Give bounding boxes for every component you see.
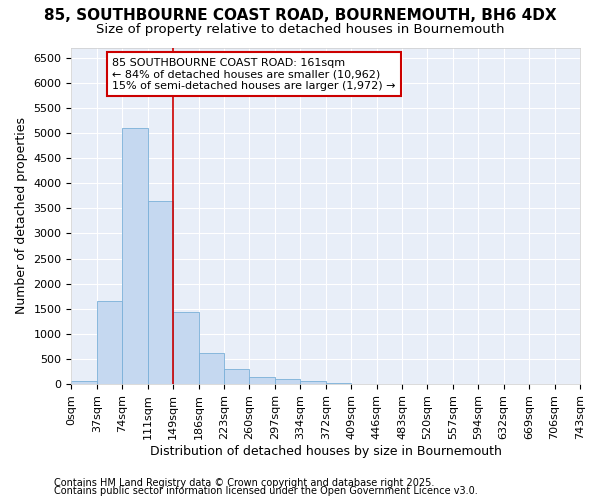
Text: Contains HM Land Registry data © Crown copyright and database right 2025.: Contains HM Land Registry data © Crown c…	[54, 478, 434, 488]
Bar	[275, 378, 300, 384]
Y-axis label: Number of detached properties: Number of detached properties	[15, 118, 28, 314]
Bar	[199, 353, 224, 384]
Bar	[122, 128, 148, 384]
Bar	[97, 301, 122, 384]
Bar	[224, 368, 250, 384]
Bar	[148, 200, 173, 384]
X-axis label: Distribution of detached houses by size in Bournemouth: Distribution of detached houses by size …	[150, 444, 502, 458]
Bar	[300, 381, 326, 384]
Bar	[173, 312, 199, 384]
Bar	[71, 381, 97, 384]
Text: 85 SOUTHBOURNE COAST ROAD: 161sqm
← 84% of detached houses are smaller (10,962)
: 85 SOUTHBOURNE COAST ROAD: 161sqm ← 84% …	[112, 58, 395, 91]
Text: 85, SOUTHBOURNE COAST ROAD, BOURNEMOUTH, BH6 4DX: 85, SOUTHBOURNE COAST ROAD, BOURNEMOUTH,…	[44, 8, 556, 22]
Text: Contains public sector information licensed under the Open Government Licence v3: Contains public sector information licen…	[54, 486, 478, 496]
Text: Size of property relative to detached houses in Bournemouth: Size of property relative to detached ho…	[96, 22, 504, 36]
Bar	[250, 376, 275, 384]
Bar	[326, 382, 351, 384]
